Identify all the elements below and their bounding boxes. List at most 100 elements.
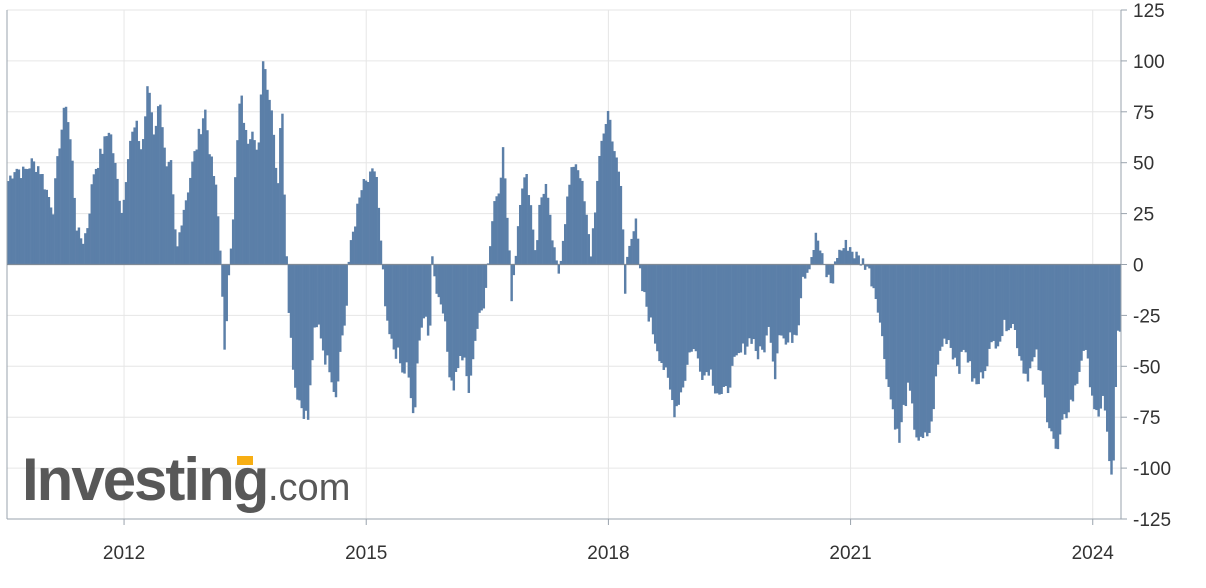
y-tick-label: 75 [1133, 103, 1154, 124]
bar [668, 264, 672, 390]
bar [454, 264, 458, 372]
bar [474, 264, 477, 341]
bar [1041, 264, 1045, 385]
bar [923, 264, 927, 433]
bar [868, 264, 871, 269]
bar [304, 264, 308, 411]
bar [531, 229, 535, 265]
bar [231, 219, 235, 265]
bar [135, 120, 138, 265]
bar [88, 213, 91, 265]
bar [733, 264, 736, 357]
bar [422, 264, 426, 319]
bar [144, 116, 147, 265]
bar [956, 264, 959, 367]
bar [345, 264, 348, 306]
bar [362, 178, 366, 265]
bar [109, 134, 113, 265]
bar [591, 228, 595, 265]
bar [439, 264, 443, 305]
bar [602, 133, 605, 265]
bar [120, 212, 123, 265]
bar [197, 128, 201, 265]
bar [114, 162, 117, 265]
bar [302, 264, 306, 419]
bar [677, 264, 680, 405]
bar [396, 264, 400, 348]
bar [349, 240, 353, 265]
bar [692, 264, 695, 350]
bar [261, 61, 265, 265]
bar [300, 264, 303, 409]
bar [311, 264, 314, 361]
bar [1076, 264, 1079, 384]
bar [1039, 264, 1043, 371]
bar [45, 189, 48, 265]
bar [491, 221, 494, 265]
bar [534, 250, 537, 265]
bar [1037, 264, 1040, 371]
bar [208, 154, 211, 265]
bar [741, 264, 745, 344]
bar [291, 264, 295, 370]
bar [392, 264, 396, 350]
bar [568, 184, 571, 265]
bar [1026, 264, 1030, 382]
bar [390, 264, 393, 339]
bar [306, 264, 310, 420]
bar [298, 264, 301, 401]
bar [598, 155, 601, 265]
bar [671, 264, 674, 401]
bar [761, 264, 764, 350]
bar [193, 151, 196, 265]
bar [782, 264, 785, 339]
bar [152, 134, 156, 265]
bar [317, 264, 321, 325]
bar [656, 264, 659, 352]
bar [1061, 264, 1064, 420]
bar [264, 69, 267, 265]
bar [544, 183, 548, 265]
bar [116, 178, 119, 265]
bar [816, 240, 820, 265]
bar [977, 264, 980, 385]
bar [900, 264, 903, 423]
bar [1073, 264, 1077, 386]
bar [512, 264, 516, 276]
bar [675, 264, 678, 407]
bar [951, 264, 955, 360]
bar [549, 214, 552, 265]
bar [938, 264, 942, 351]
bar [274, 167, 278, 265]
bar [921, 264, 925, 438]
bar [450, 264, 453, 381]
bar [911, 264, 914, 404]
bar [1005, 264, 1008, 332]
bar [988, 264, 991, 349]
bar [673, 264, 676, 418]
bar [981, 264, 985, 379]
bar [1056, 264, 1060, 450]
x-tick-label: 2018 [587, 543, 629, 564]
bar [516, 226, 520, 265]
bar [833, 261, 837, 265]
bar [1022, 264, 1025, 374]
bar [131, 131, 134, 265]
bar [240, 95, 243, 265]
bar [456, 264, 460, 369]
bar [1003, 264, 1006, 320]
bar [881, 264, 884, 337]
bar [574, 164, 578, 265]
bar [705, 264, 708, 373]
bar [623, 264, 627, 294]
bar-series [7, 61, 1122, 475]
bar [626, 256, 629, 265]
bar [1078, 264, 1081, 372]
bar [461, 264, 464, 361]
bar [471, 264, 475, 360]
bar [709, 264, 713, 370]
bar [686, 264, 689, 365]
bar [24, 168, 27, 265]
bar [795, 264, 798, 336]
bar [797, 264, 800, 326]
